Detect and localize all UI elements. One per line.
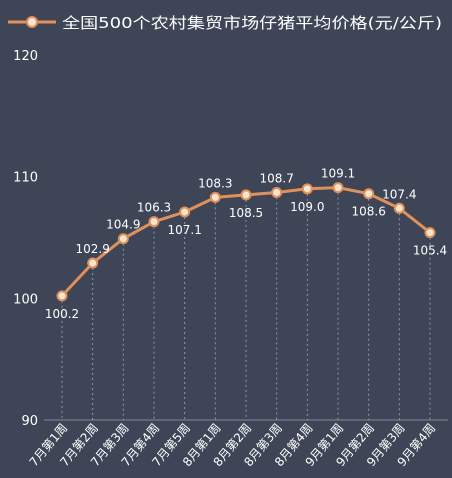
data-label: 102.9	[75, 242, 109, 256]
data-point	[332, 182, 344, 194]
legend-marker-swatch	[26, 16, 38, 28]
data-label: 105.4	[413, 244, 447, 258]
data-point	[301, 183, 313, 195]
data-label: 108.7	[259, 171, 293, 185]
data-label: 108.6	[351, 205, 385, 219]
data-point	[424, 227, 436, 239]
data-labels: 100.2 102.9 104.9 106.3 107.1 108.3 108.5 108.7…	[45, 167, 447, 321]
y-tick-label: 110	[13, 171, 38, 186]
data-point	[56, 290, 68, 302]
data-label: 100.2	[45, 307, 79, 321]
data-label: 106.3	[137, 201, 171, 215]
data-point	[363, 188, 375, 200]
data-label: 107.4	[382, 187, 416, 201]
legend: 全国500个农村集贸市场仔猪平均价格(元/公斤)	[8, 14, 442, 32]
data-points	[56, 182, 436, 302]
legend-label: 全国500个农村集贸市场仔猪平均价格(元/公斤)	[62, 14, 442, 32]
data-point	[148, 216, 160, 228]
x-axis: 7月第1周7月第2周7月第3周7月第4周7月第5周8月第1周8月第2周8月第3周…	[27, 421, 439, 469]
data-point	[117, 233, 129, 245]
data-point	[393, 202, 405, 214]
data-label: 108.3	[198, 176, 232, 190]
y-axis: 90 100 110 120	[13, 49, 38, 429]
data-label: 109.1	[321, 167, 355, 181]
data-label: 109.0	[290, 200, 324, 214]
y-tick-label: 120	[13, 49, 38, 64]
data-point	[209, 191, 221, 203]
data-point	[271, 186, 283, 198]
data-point	[87, 257, 99, 269]
grid-lines	[44, 187, 448, 421]
y-tick-label: 100	[13, 292, 38, 307]
data-label: 107.1	[167, 223, 201, 237]
data-point	[179, 206, 191, 218]
data-point	[240, 189, 252, 201]
data-label: 108.5	[229, 206, 263, 220]
y-tick-label: 90	[21, 414, 38, 429]
data-label: 104.9	[106, 218, 140, 232]
